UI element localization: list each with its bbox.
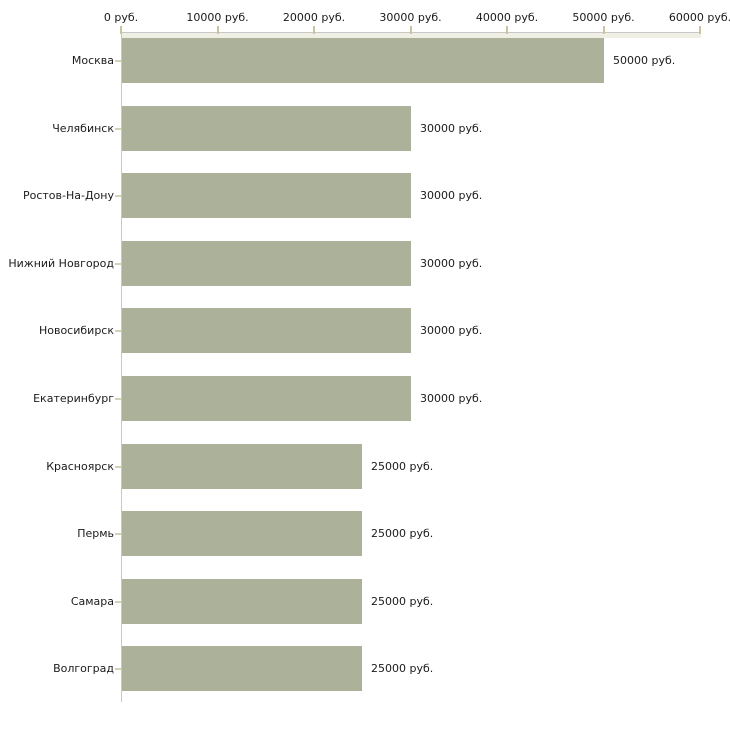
bar-value-label: 25000 руб. [371,595,434,608]
y-axis-line [121,32,122,702]
bar [121,511,362,556]
bar-value-label: 30000 руб. [420,257,483,270]
category-tick-mark [115,398,121,400]
x-axis-tick-mark [602,26,605,34]
bar [121,579,362,624]
x-axis-tick-mark [409,26,412,34]
category-label: Ростов-На-Дону [22,189,114,202]
bar [121,241,411,286]
bar [121,38,604,83]
category-tick-mark [115,330,121,332]
category-label: Нижний Новгород [8,257,114,270]
category-tick-mark [115,466,121,468]
x-axis-tick-label: 30000 руб. [379,11,442,24]
category-label: Новосибирск [38,324,114,337]
x-axis-tick-label: 60000 руб. [668,11,730,24]
x-axis-tick-mark [699,26,701,34]
bar-value-label: 25000 руб. [371,662,434,675]
x-axis-tick-label: 50000 руб. [572,11,635,24]
category-tick-mark [115,195,121,197]
bar [121,376,411,421]
bar [121,646,362,691]
x-axis-tick-mark [313,26,315,34]
category-tick-mark [115,668,121,670]
bar-value-label: 30000 руб. [420,392,483,405]
bar-value-label: 30000 руб. [420,324,483,337]
bar [121,308,411,353]
category-tick-mark [115,601,121,603]
bar-value-label: 50000 руб. [613,54,676,67]
category-tick-mark [115,263,121,265]
x-axis-tick-mark [216,26,219,34]
category-label: Волгоград [53,662,114,675]
category-label: Красноярск [46,460,114,473]
category-tick-mark [115,533,121,535]
bar-value-label: 25000 руб. [371,527,434,540]
category-label: Москва [71,54,114,67]
category-tick-mark [115,128,121,130]
x-axis-tick-label: 20000 руб. [282,11,346,24]
bar-value-label: 25000 руб. [371,460,434,473]
bar-value-label: 30000 руб. [420,189,483,202]
category-label: Челябинск [52,122,114,135]
category-label: Самара [70,595,114,608]
category-tick-mark [115,60,121,62]
bar [121,444,362,489]
bar [121,173,411,218]
x-axis-tick-label: 40000 руб. [475,11,539,24]
x-axis-tick-mark [120,26,122,34]
x-axis-tick-mark [506,26,508,34]
bar-value-label: 30000 руб. [420,122,483,135]
x-axis-tick-label: 10000 руб. [186,11,249,24]
bar [121,106,411,151]
category-label: Пермь [77,527,114,540]
x-axis-tick-label: 0 руб. [103,11,139,24]
x-axis-shade [122,33,701,38]
category-label: Екатеринбург [33,392,114,405]
